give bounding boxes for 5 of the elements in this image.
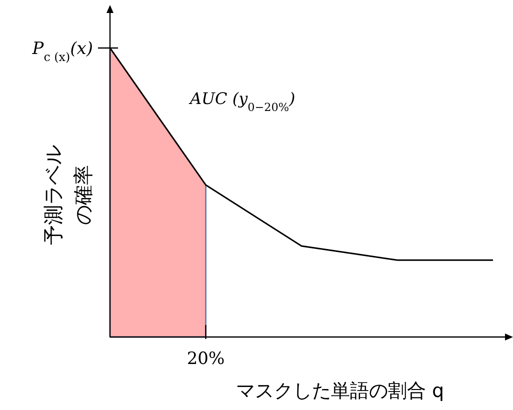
annotation: AUC (y$_{0−20%}$) xyxy=(188,89,296,114)
x-axis-title: マスクした単語の割合 q xyxy=(236,380,444,402)
y-axis-title: 予測ラベルの確率 xyxy=(40,144,96,247)
text: P$_{c (x)}$(x) xyxy=(31,39,93,64)
text: 20% xyxy=(186,349,225,369)
